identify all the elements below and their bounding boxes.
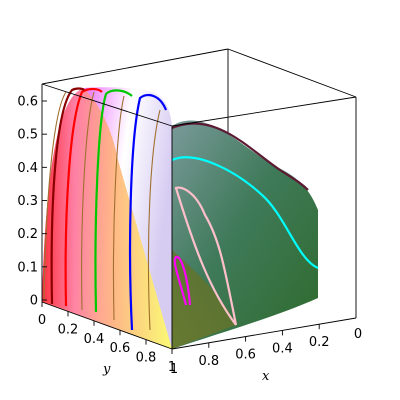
z-tick-label: 0.1 [17, 260, 38, 275]
level-curve [94, 89, 133, 313]
z-tick-label: 0.5 [17, 128, 38, 143]
contour-line [112, 95, 125, 321]
y-tick-label: 0 [38, 313, 46, 328]
x-axis: 0 0.2 0.4 0.6 0.8 1 [170, 324, 362, 377]
level-curve [174, 186, 238, 326]
level-curve [173, 255, 192, 306]
contour-line [147, 109, 161, 331]
y-tick-label: 0.8 [136, 351, 157, 366]
y-tick-label: 0.6 [110, 341, 131, 356]
level-curves [43, 87, 319, 331]
level-curve [171, 122, 309, 191]
y-tick-label: 0.2 [58, 322, 79, 337]
z-tick-label: 0.6 [17, 95, 38, 110]
z-tick-label: 0 [30, 294, 38, 309]
y-axis: 0 0.2 0.4 0.6 0.8 1 [38, 302, 176, 375]
level-curve [64, 87, 103, 307]
z-tick-label: 0.3 [17, 194, 38, 209]
level-curve [171, 156, 319, 270]
surface [42, 87, 318, 349]
z-tick-label: 0.2 [17, 227, 38, 242]
y-tick-label: 1 [168, 360, 176, 375]
surface-front-face [42, 88, 172, 349]
x-tick-label: 1 [170, 362, 178, 377]
level-curve [128, 94, 168, 331]
contour-line [81, 91, 95, 311]
x-tick-label: 0.6 [235, 348, 256, 363]
surface-lower-face [172, 250, 236, 349]
y-axis-label: y [102, 362, 111, 377]
z-tick-label: 0.4 [17, 161, 38, 176]
x-axis-label: x [262, 369, 270, 384]
x-tick-label: 0.2 [309, 335, 330, 350]
contour-line [43, 91, 67, 301]
x-tick-label: 0 [354, 327, 362, 342]
level-curve [50, 87, 85, 305]
y-tick-label: 0.4 [84, 332, 105, 347]
plot-box-front [41, 83, 357, 350]
x-tick-label: 0.8 [198, 354, 219, 369]
x-tick-label: 0.4 [272, 341, 293, 356]
z-axis: 0 0.1 0.2 0.3 0.4 0.5 0.6 [17, 95, 47, 309]
